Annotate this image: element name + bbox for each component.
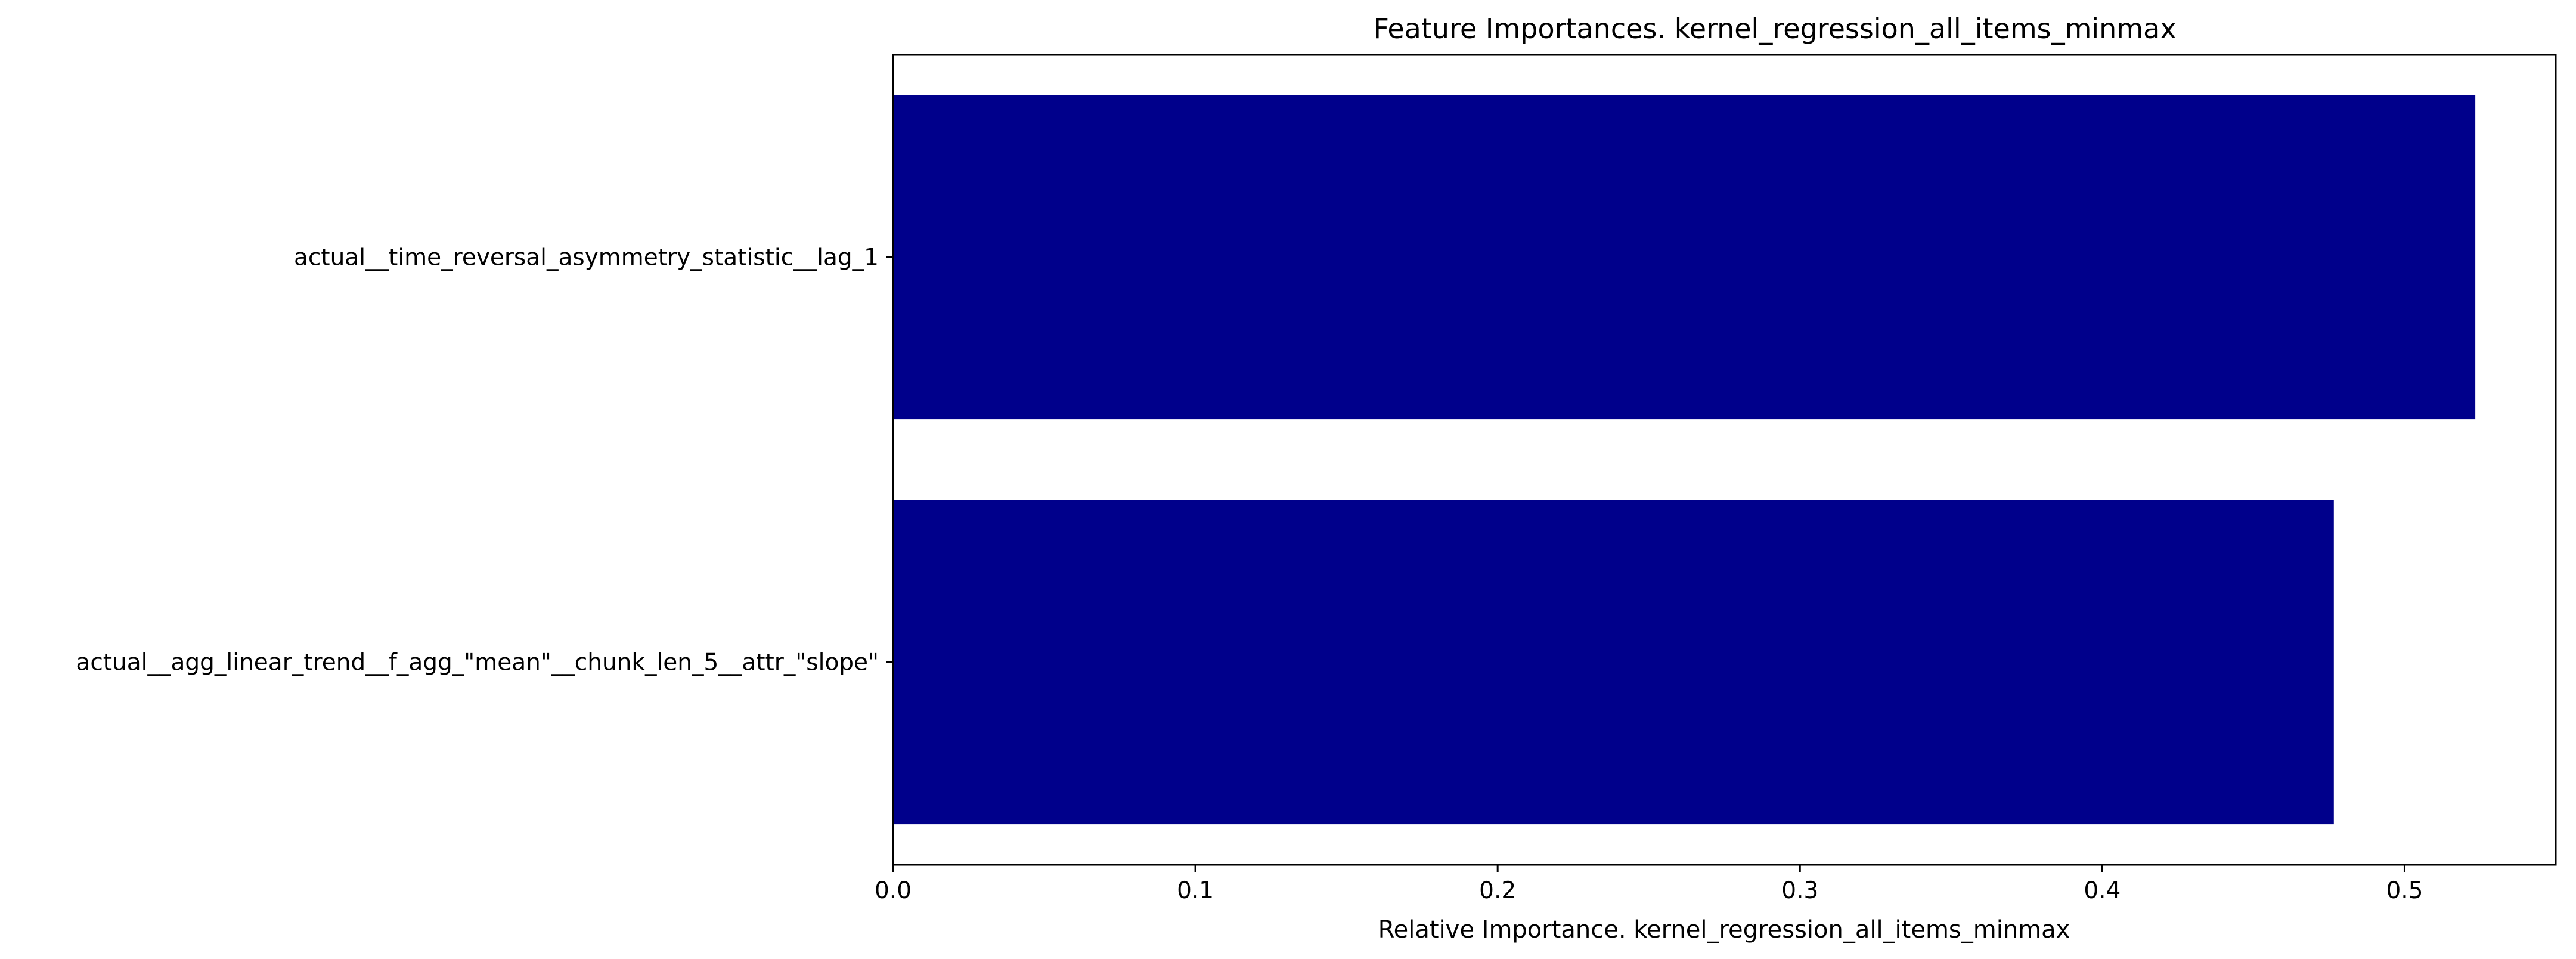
plot-area-frame <box>892 54 2557 866</box>
x-axis-ticks: 0.0 0.1 0.2 0.3 0.4 0.5 <box>875 865 2423 904</box>
x-tick-label-1: 0.1 <box>1177 877 1214 904</box>
category-label-0: actual__time_reversal_asymmetry_statisti… <box>294 245 879 271</box>
chart-title: Feature Importances. kernel_regression_a… <box>1373 13 2176 45</box>
category-labels: actual__time_reversal_asymmetry_statisti… <box>76 245 893 676</box>
x-tick-label-4: 0.4 <box>2084 877 2121 904</box>
bar-0 <box>893 95 2476 420</box>
bars-layer <box>893 95 2476 825</box>
x-tick-label-5: 0.5 <box>2386 877 2423 904</box>
x-tick-label-2: 0.2 <box>1479 877 1516 904</box>
x-axis-label: Relative Importance. kernel_regression_a… <box>1378 916 2070 943</box>
bar-1 <box>893 500 2334 825</box>
x-tick-label-3: 0.3 <box>1781 877 1818 904</box>
category-label-1: actual__agg_linear_trend__f_agg_"mean"__… <box>76 649 879 676</box>
x-tick-label-0: 0.0 <box>875 877 912 904</box>
